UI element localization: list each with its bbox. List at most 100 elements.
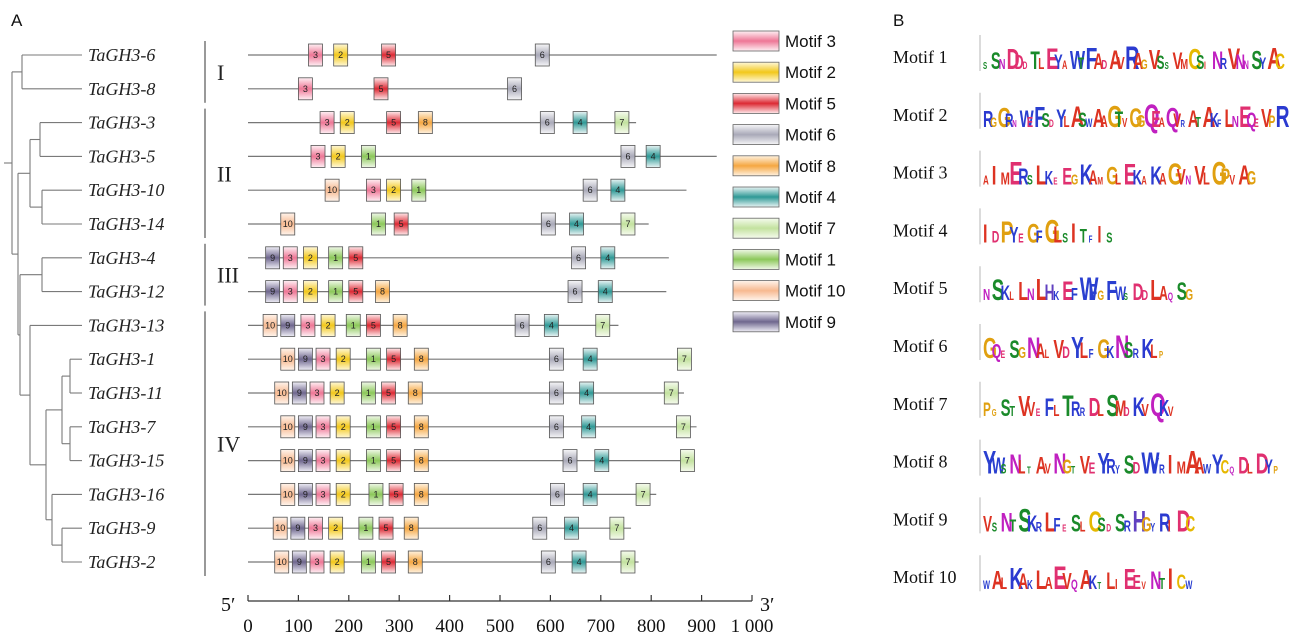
motif-box-label: 5 <box>391 422 396 432</box>
motif-logo-letter: F <box>1089 347 1094 361</box>
motif-box-label: 9 <box>297 388 302 398</box>
motif-box-label: 1 <box>363 523 368 533</box>
motif-logo-letter: D <box>1015 51 1024 74</box>
motif-box-label: 2 <box>391 185 396 195</box>
motif-logo-letter: K <box>1045 169 1054 189</box>
motif-box-label: 3 <box>321 489 326 499</box>
motif-box <box>345 313 361 337</box>
motif-logo-letter: L <box>1063 112 1069 130</box>
motif-box <box>645 144 661 168</box>
motif-logo-letter: R <box>983 108 993 133</box>
legend-swatch <box>732 186 780 208</box>
motif-logo-letter: S <box>1124 291 1128 303</box>
motif-logo-letter: N <box>1001 507 1013 537</box>
motif-logo-letter: A <box>1036 453 1047 479</box>
motif-logo-letter: A <box>1094 49 1104 74</box>
motif-box <box>309 381 325 405</box>
motif-logo-letter: G <box>1097 288 1104 304</box>
motif-logo-letter: L <box>1053 223 1062 248</box>
motif-logo-letter: A <box>1089 167 1098 190</box>
motif-logo-letter: S <box>983 59 987 71</box>
motif-box <box>366 313 381 337</box>
gene-label: TaGH3-16 <box>88 484 164 504</box>
motif-box-label: 6 <box>554 354 559 364</box>
panel-b-label: B <box>893 11 904 30</box>
motif-box-label: 6 <box>576 253 581 263</box>
gene-label: TaGH3-11 <box>88 383 163 403</box>
axis-tick-label: 0 <box>243 616 253 637</box>
motif-box-label: 3 <box>303 84 308 94</box>
legend-label: Motif 3 <box>785 32 836 51</box>
motif-box-label: 4 <box>586 422 591 432</box>
motif-logo-letter: V <box>1045 460 1052 477</box>
motif-logo-letter: L <box>1203 169 1210 189</box>
motif-box <box>262 313 278 337</box>
motif-sequence-logos: Motif 1 S SN DDD TL EY A WT FAD AV RAG VS S VM CS I NR VN… <box>893 35 1289 596</box>
legend-swatch <box>732 248 780 270</box>
axis-end-label: 3′ <box>760 594 774 616</box>
motif-logo-letter: S <box>991 49 1001 75</box>
sequence-length-axis: 0 100 200 300 400 500 600 700 800 900 1 000 5′ 3′ <box>221 594 774 637</box>
motif-logo-letter: E <box>1239 100 1251 134</box>
motif-logo-letter: D <box>1062 342 1070 361</box>
motif-logo-letter: L <box>1224 105 1234 133</box>
motif-logo-letter: E <box>1151 108 1161 133</box>
motif-logo-letter: K <box>1001 281 1011 305</box>
motif-box <box>333 43 349 67</box>
motif-logo-letter: Q <box>1229 464 1234 476</box>
motif-box <box>335 449 351 473</box>
motif-logo-letter: C <box>1089 506 1102 538</box>
motif-box-label: 3 <box>315 151 320 161</box>
motif-logo-letter: D <box>1133 458 1141 477</box>
motif-logo-letter: S <box>1106 389 1119 423</box>
motif-box <box>572 111 588 134</box>
motif-logo-letter: N <box>1212 47 1223 75</box>
motif-box <box>579 381 595 405</box>
motif-box <box>297 77 313 101</box>
motif-box-label: 6 <box>573 287 578 297</box>
motif-box <box>280 313 296 337</box>
axis-tick-label: 600 <box>536 616 565 637</box>
motif-box-label: 5 <box>371 320 376 330</box>
motif-logo-letter: E <box>1018 232 1023 246</box>
gene-track: 10 9 3 2 1 5 8 6 4 7 <box>248 415 697 439</box>
motif-logo-letter: T <box>1009 403 1015 420</box>
axis-tick-label: 800 <box>637 616 666 637</box>
motif-box <box>297 482 313 506</box>
legend-swatch <box>732 93 780 114</box>
motif-logo-letter: N <box>983 286 990 304</box>
motif-logo-letter: D <box>1141 287 1148 304</box>
motif-logo-letter: G <box>1097 334 1110 364</box>
motif-logo-letter: L <box>1045 506 1056 537</box>
motif-logo-letter: S <box>992 521 997 535</box>
motif-logo-letter: F <box>1034 102 1045 134</box>
motif-logo-letter: Y <box>1265 456 1273 479</box>
motif-box-label: 3 <box>313 50 318 60</box>
motif-box-label: 4 <box>578 118 583 128</box>
motif-logo-letter: W <box>1080 271 1099 307</box>
motif-logo-name: Motif 2 <box>893 105 948 125</box>
motif-box <box>315 449 331 473</box>
motif-box <box>582 178 598 202</box>
motif-logo-letter: E <box>1009 156 1022 192</box>
gene-label: TaGH3-6 <box>88 45 155 65</box>
motif-logo-letter: D <box>1238 453 1249 479</box>
motif-logo-letter: T <box>1062 389 1073 423</box>
motif-logo-letter: T <box>1027 464 1031 476</box>
motif-box-label: 10 <box>283 422 293 432</box>
motif-box <box>297 415 313 439</box>
motif-box <box>274 550 290 574</box>
motif-logo-letter: I <box>1168 516 1171 535</box>
motif-logo-letter: A <box>1080 564 1093 595</box>
motif-box-label: 10 <box>283 489 293 499</box>
motif-box-label: 7 <box>669 388 674 398</box>
motif-box-label: 2 <box>326 320 331 330</box>
motif-logo-name: Motif 9 <box>893 509 948 529</box>
motif-logo-letter: F <box>1106 275 1117 306</box>
motif-logo-letter: S <box>1106 229 1112 246</box>
motif-box <box>303 246 318 270</box>
motif-logo-letter: V <box>1228 43 1241 77</box>
motif-logo-letter: A <box>1062 59 1067 72</box>
motif-logo-letter: A <box>1188 106 1199 132</box>
